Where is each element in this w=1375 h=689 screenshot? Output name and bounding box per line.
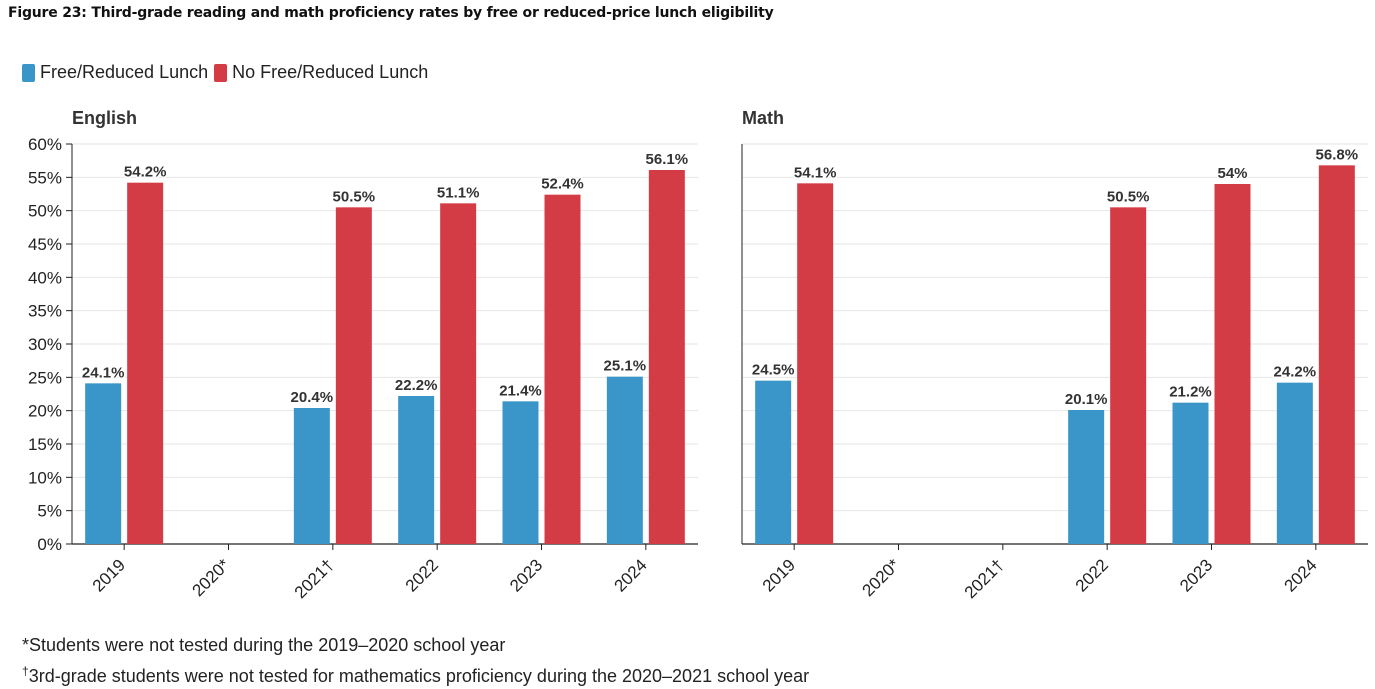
english-data-label-no-free-reduced: 54.2% <box>124 164 167 181</box>
english-ytick-label: 15% <box>28 435 62 454</box>
legend-item-free-reduced: Free/Reduced Lunch <box>22 62 208 83</box>
math-bar-no-free-reduced <box>1214 184 1251 544</box>
math-bar-free-reduced <box>1068 410 1105 544</box>
english-xtick-label: 2020* <box>188 555 233 600</box>
english-ytick-label: 10% <box>28 468 62 487</box>
math-data-label-no-free-reduced: 54% <box>1217 165 1247 182</box>
english-ytick-label: 45% <box>28 235 62 254</box>
english-data-label-no-free-reduced: 56.1% <box>646 151 689 168</box>
dagger-mark: † <box>22 664 29 678</box>
english-data-label-no-free-reduced: 50.5% <box>333 188 376 205</box>
english-data-label-no-free-reduced: 52.4% <box>541 176 584 193</box>
english-data-label-free-reduced: 21.4% <box>499 382 542 399</box>
math-data-label-no-free-reduced: 54.1% <box>794 164 837 181</box>
english-bar-no-free-reduced <box>335 207 372 545</box>
english-ytick-label: 60% <box>28 135 62 154</box>
legend-item-no-free-reduced: No Free/Reduced Lunch <box>214 62 428 83</box>
math-bar-no-free-reduced <box>797 183 834 545</box>
english-data-label-free-reduced: 25.1% <box>604 358 647 375</box>
english-ytick-label: 50% <box>28 202 62 221</box>
footnote-2021-text: 3rd-grade students were not tested for m… <box>28 666 810 686</box>
english-data-label-free-reduced: 22.2% <box>395 377 438 394</box>
math-xtick-label: 2024 <box>1280 555 1320 595</box>
math-data-label-free-reduced: 20.1% <box>1065 391 1108 408</box>
math-bar-no-free-reduced <box>1318 165 1355 545</box>
english-xtick-label: 2021† <box>291 555 338 602</box>
english-data-label-free-reduced: 24.1% <box>82 364 125 381</box>
math-bar-no-free-reduced <box>1110 207 1147 545</box>
footnote-2021: †3rd-grade students were not tested for … <box>22 658 809 689</box>
english-ytick-label: 0% <box>37 535 62 554</box>
english-ytick-label: 35% <box>28 302 62 321</box>
math-xtick-label: 2020* <box>858 555 903 600</box>
english-bar-free-reduced <box>398 396 435 544</box>
math-xtick-label: 2021† <box>961 555 1008 602</box>
english-xtick-label: 2019 <box>89 555 129 595</box>
english-ytick-label: 20% <box>28 402 62 421</box>
math-bar-free-reduced <box>755 380 792 544</box>
math-data-label-free-reduced: 24.2% <box>1274 364 1317 381</box>
english-bar-no-free-reduced <box>544 194 581 544</box>
math-xtick-label: 2023 <box>1176 555 1216 595</box>
math-panel-title: Math <box>742 108 784 128</box>
legend-label-no-free-reduced: No Free/Reduced Lunch <box>232 62 429 82</box>
math-xtick-label: 2019 <box>759 555 799 595</box>
math-bar-free-reduced <box>1276 382 1313 544</box>
english-ytick-label: 55% <box>28 168 62 187</box>
figure-title: Figure 23: Third-grade reading and math … <box>8 5 774 21</box>
english-bar-free-reduced <box>293 408 330 544</box>
math-bar-free-reduced <box>1172 402 1209 544</box>
english-data-label-no-free-reduced: 51.1% <box>437 184 480 201</box>
math-data-label-free-reduced: 24.5% <box>752 362 795 379</box>
footnote-2020: *Students were not tested during the 201… <box>22 635 506 655</box>
english-panel-title: English <box>72 108 137 128</box>
footnotes: *Students were not tested during the 201… <box>22 632 809 689</box>
english-bar-free-reduced <box>606 376 643 544</box>
math-data-label-no-free-reduced: 56.8% <box>1316 146 1359 163</box>
legend-swatch-no-free-reduced <box>214 63 228 82</box>
english-bar-no-free-reduced <box>127 182 164 544</box>
math-data-label-no-free-reduced: 50.5% <box>1107 188 1150 205</box>
english-bar-no-free-reduced <box>440 203 477 545</box>
english-ytick-label: 5% <box>37 502 62 521</box>
english-xtick-label: 2024 <box>610 555 650 595</box>
english-ytick-label: 25% <box>28 368 62 387</box>
english-bar-free-reduced <box>502 401 539 544</box>
english-xtick-label: 2022 <box>402 555 442 595</box>
english-bar-no-free-reduced <box>648 170 685 544</box>
english-ytick-label: 30% <box>28 335 62 354</box>
english-bar-free-reduced <box>85 383 122 544</box>
legend-swatch-free-reduced <box>22 63 35 82</box>
english-data-label-free-reduced: 20.4% <box>291 389 334 406</box>
english-xtick-label: 2023 <box>506 555 546 595</box>
chart-legend: Free/Reduced Lunch No Free/Reduced Lunch <box>22 62 434 83</box>
english-ytick-label: 40% <box>28 268 62 287</box>
legend-label-free-reduced: Free/Reduced Lunch <box>40 62 209 82</box>
math-data-label-free-reduced: 21.2% <box>1169 384 1212 401</box>
math-xtick-label: 2022 <box>1072 555 1112 595</box>
